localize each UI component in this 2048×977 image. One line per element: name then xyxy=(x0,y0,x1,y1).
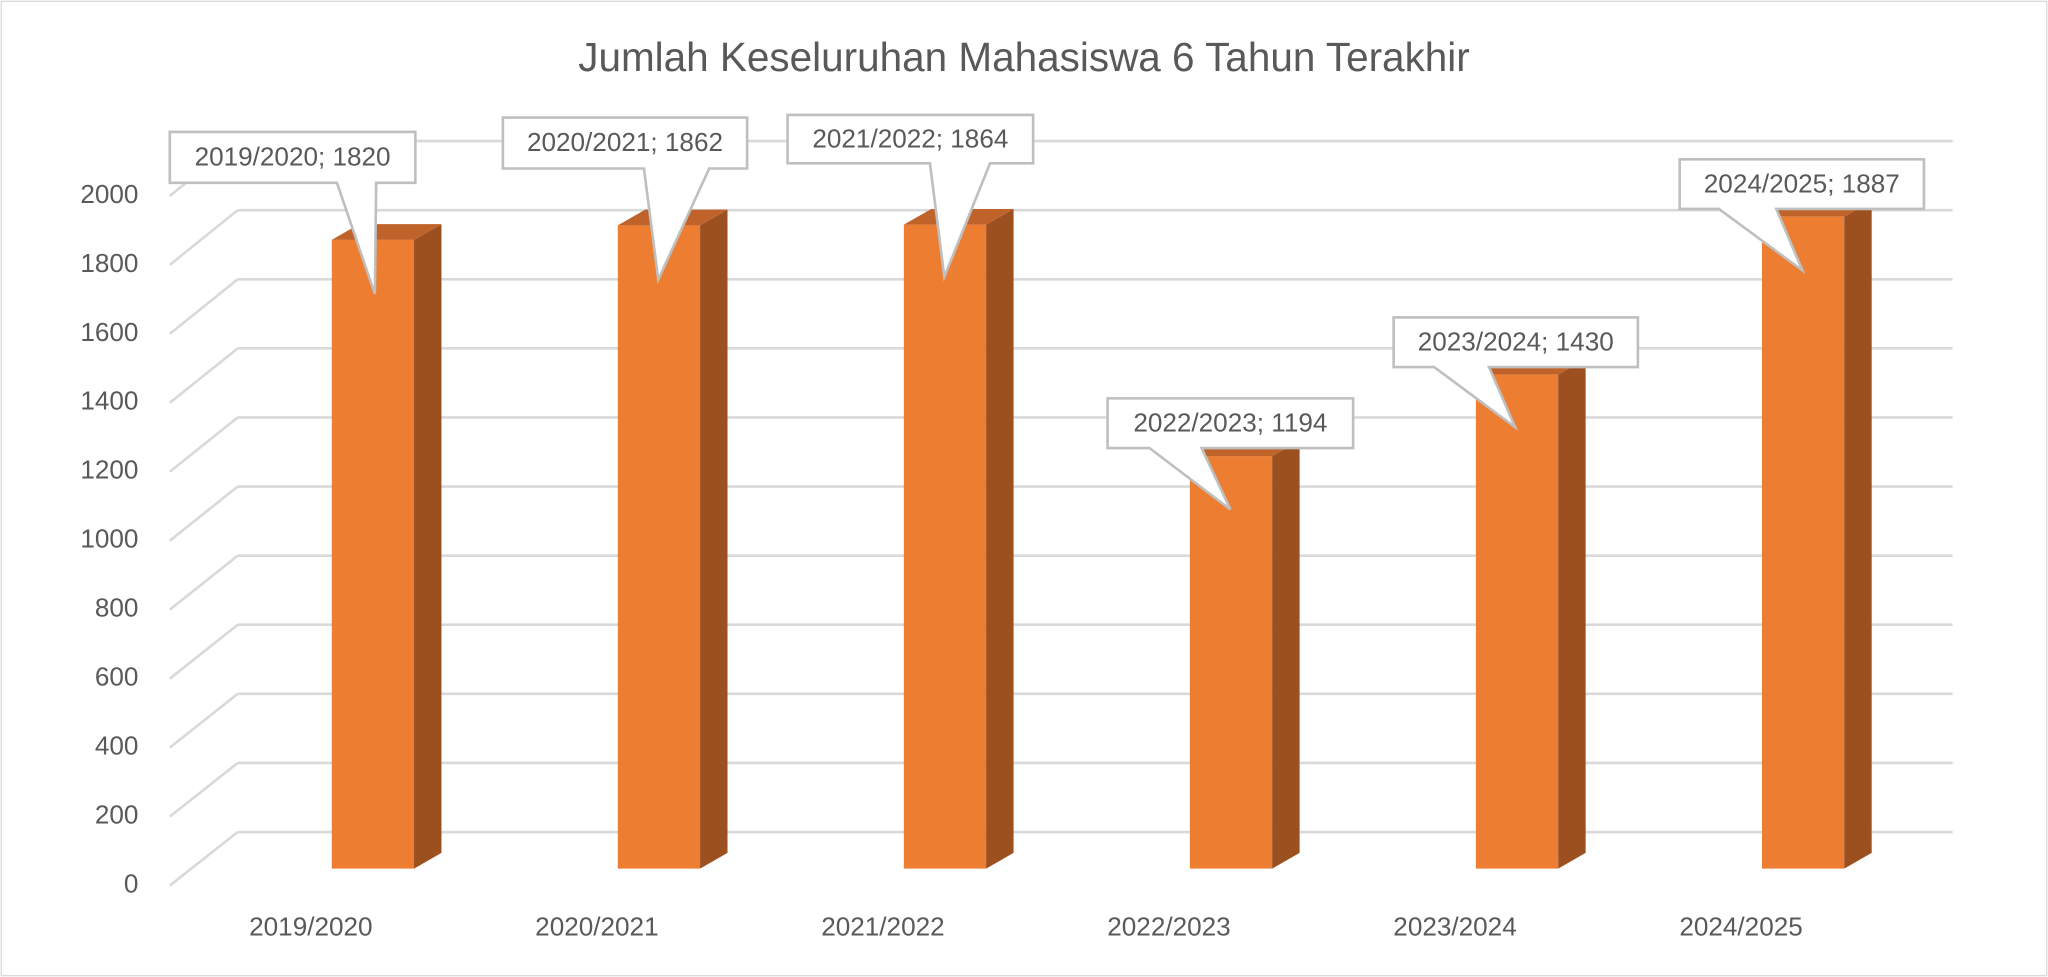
callout xyxy=(1678,158,1926,275)
bar xyxy=(1475,374,1559,869)
callout xyxy=(786,113,1035,283)
x-tick-label: 2023/2024 xyxy=(1393,912,1516,942)
grid-line-side xyxy=(168,830,239,887)
y-tick-label: 600 xyxy=(95,662,139,692)
callout xyxy=(1106,397,1355,511)
bar-side xyxy=(986,208,1014,869)
x-tick-label: 2024/2025 xyxy=(1679,912,1802,942)
bar-side xyxy=(700,209,728,869)
bar xyxy=(903,224,987,869)
grid-line-side xyxy=(168,278,239,335)
bar xyxy=(617,225,701,869)
grid-line-side xyxy=(168,623,239,680)
grid-line-side xyxy=(168,485,239,542)
y-tick-label: 0 xyxy=(124,868,139,898)
grid-line-side xyxy=(168,347,239,404)
callout xyxy=(1392,316,1640,432)
bar xyxy=(331,239,415,869)
data-label: 2022/2023; 1194 xyxy=(1133,407,1327,437)
bar-side xyxy=(414,224,442,869)
bar-side xyxy=(1272,440,1300,869)
x-tick-label: 2020/2021 xyxy=(535,912,658,942)
y-tick-label: 1400 xyxy=(80,386,138,416)
grid-line-side xyxy=(168,761,239,818)
callout xyxy=(168,130,417,295)
grid-line-side xyxy=(168,554,239,611)
data-label: 2023/2024; 1430 xyxy=(1418,326,1614,356)
callout xyxy=(501,116,749,285)
grid-line-side xyxy=(168,692,239,749)
y-tick-label: 1000 xyxy=(80,524,138,554)
data-label: 2019/2020; 1820 xyxy=(195,142,391,172)
y-tick-label: 800 xyxy=(95,593,139,623)
data-label: 2020/2021; 1862 xyxy=(527,127,723,157)
y-tick-label: 400 xyxy=(95,731,139,761)
y-tick-label: 1200 xyxy=(80,455,138,485)
bar xyxy=(1761,216,1845,869)
data-label: 2024/2025; 1887 xyxy=(1704,168,1900,198)
y-tick-label: 1600 xyxy=(80,317,138,347)
bar xyxy=(1189,456,1273,869)
bar-side xyxy=(1558,358,1586,869)
x-tick-label: 2019/2020 xyxy=(249,912,372,942)
chart-title: Jumlah Keseluruhan Mahasiswa 6 Tahun Ter… xyxy=(578,34,1470,80)
grid-line-side xyxy=(168,416,239,473)
x-tick-label: 2021/2022 xyxy=(821,912,944,942)
y-tick-label: 200 xyxy=(95,800,139,830)
y-tick-label: 2000 xyxy=(80,179,138,209)
data-label: 2021/2022; 1864 xyxy=(812,123,1008,153)
grid-line-side xyxy=(168,209,239,266)
bar-side xyxy=(1844,201,1872,869)
x-tick-label: 2022/2023 xyxy=(1107,912,1230,942)
y-tick-label: 1800 xyxy=(80,248,138,278)
